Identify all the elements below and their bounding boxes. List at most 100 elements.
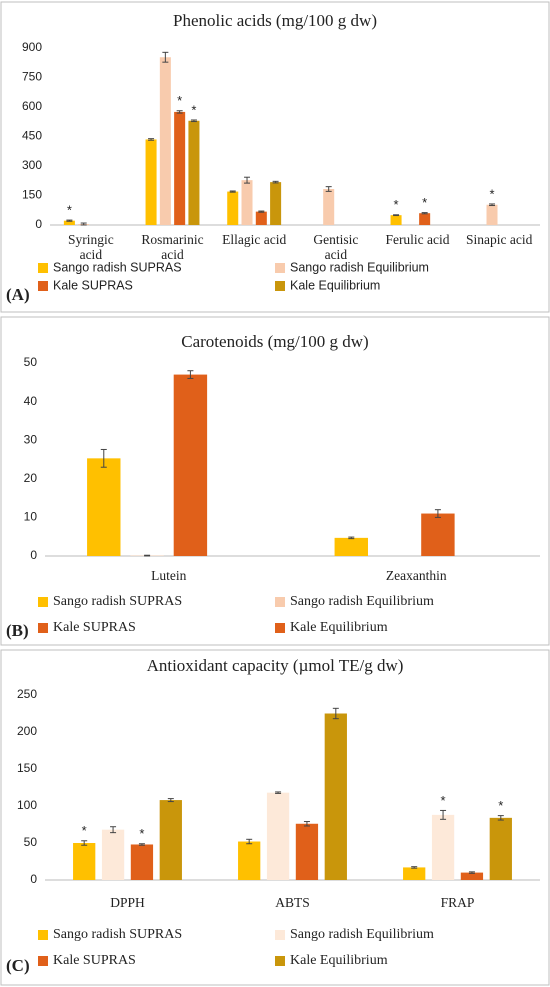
significance-mark: * — [82, 823, 87, 838]
chart-title: Carotenoids (mg/100 g dw) — [181, 332, 368, 351]
error-bar — [275, 791, 282, 794]
legend-label: Sango radish Equilibrium — [290, 594, 434, 609]
error-bar — [272, 180, 279, 184]
bar — [188, 120, 200, 225]
significance-mark: * — [441, 793, 446, 808]
bar — [489, 817, 512, 880]
significance-mark: * — [177, 93, 182, 108]
legend-swatch — [275, 281, 285, 291]
significance-mark: * — [422, 195, 427, 210]
bar — [238, 841, 261, 880]
legend-label: Kale Equilibrium — [290, 620, 388, 635]
error-bar — [229, 190, 236, 193]
bar — [295, 823, 319, 880]
bar — [145, 139, 157, 225]
bar — [87, 458, 121, 556]
y-tick-label: 150 — [17, 761, 37, 775]
bar — [486, 204, 498, 225]
y-tick-label: 0 — [35, 217, 42, 231]
significance-mark: * — [191, 102, 196, 117]
legend-label: Sango radish SUPRAS — [53, 927, 182, 942]
legend-swatch — [38, 930, 48, 940]
chart-title: Phenolic acids (mg/100 g dw) — [173, 11, 377, 30]
x-tick-label: Ellagic acid — [222, 232, 286, 247]
legend-label: Kale SUPRAS — [53, 278, 133, 292]
error-bar — [66, 219, 73, 222]
error-bar — [244, 176, 251, 184]
bar — [227, 191, 239, 225]
x-tick-label: Ferulic acid — [385, 232, 449, 247]
y-tick-label: 20 — [24, 471, 38, 485]
y-tick-label: 40 — [24, 394, 38, 408]
error-bar — [162, 51, 169, 63]
error-bar — [497, 815, 504, 821]
x-tick-label: DPPH — [110, 895, 145, 910]
error-bar — [303, 821, 310, 827]
y-tick-label: 30 — [24, 432, 38, 446]
y-tick-label: 300 — [22, 158, 42, 172]
y-tick-label: 900 — [22, 40, 42, 54]
y-tick-label: 0 — [30, 548, 37, 562]
legend-label: Kale SUPRAS — [53, 953, 136, 968]
error-bar — [421, 212, 428, 215]
bar — [334, 537, 368, 556]
bar — [255, 211, 267, 225]
bar — [174, 111, 186, 225]
error-bar — [80, 222, 87, 226]
bar — [419, 213, 431, 225]
error-bar — [148, 138, 155, 141]
bar — [173, 374, 208, 556]
error-bar — [325, 186, 332, 192]
panel-label: (A) — [6, 285, 30, 304]
x-tick-label: Syringic acid — [68, 232, 114, 262]
bar — [390, 215, 402, 225]
y-tick-label: 50 — [24, 835, 38, 849]
error-bar — [468, 871, 475, 874]
y-tick-label: 50 — [24, 355, 38, 369]
bar — [270, 182, 282, 225]
legend-swatch — [275, 623, 285, 633]
bar — [241, 180, 253, 225]
y-tick-label: 200 — [17, 724, 37, 738]
legend-label: Sango radish Equilibrium — [290, 260, 429, 274]
y-tick-label: 10 — [24, 510, 38, 524]
panel-frame — [0, 649, 550, 986]
bar — [159, 57, 171, 225]
error-bar — [434, 509, 441, 518]
legend-swatch — [275, 263, 285, 273]
y-tick-label: 450 — [22, 129, 42, 143]
legend-swatch — [275, 597, 285, 607]
legend-label: Sango radish SUPRAS — [53, 594, 182, 609]
x-tick-label: Sinapic acid — [466, 232, 533, 247]
legend-swatch — [275, 930, 285, 940]
legend-swatch — [38, 623, 48, 633]
chart-title: Antioxidant capacity (µmol TE/g dw) — [147, 656, 404, 675]
error-bar — [246, 838, 253, 845]
bar — [159, 800, 182, 880]
error-bar — [489, 203, 496, 207]
bar — [266, 792, 290, 880]
y-tick-label: 100 — [17, 798, 37, 812]
error-bar — [144, 554, 151, 557]
significance-mark: * — [498, 798, 503, 813]
legend-label: Kale Equilibrium — [290, 278, 380, 292]
significance-mark: * — [139, 826, 144, 841]
legend-label: Sango radish SUPRAS — [53, 260, 182, 274]
error-bar — [110, 826, 117, 834]
legend-swatch — [38, 956, 48, 966]
significance-mark: * — [489, 186, 494, 201]
error-bar — [167, 798, 174, 803]
bar — [323, 189, 335, 225]
y-tick-label: 0 — [30, 872, 37, 886]
x-tick-label: ABTS — [275, 895, 310, 910]
legend-label: Kale Equilibrium — [290, 953, 388, 968]
legend-label: Kale SUPRAS — [53, 620, 136, 635]
bar — [73, 843, 96, 880]
legend-label: Sango radish Equilibrium — [290, 927, 434, 942]
error-bar — [348, 536, 355, 540]
bar — [431, 814, 455, 880]
bar — [101, 829, 125, 880]
error-bar — [138, 843, 145, 846]
panel-label: (B) — [6, 621, 29, 640]
panel-label: (C) — [6, 956, 30, 975]
